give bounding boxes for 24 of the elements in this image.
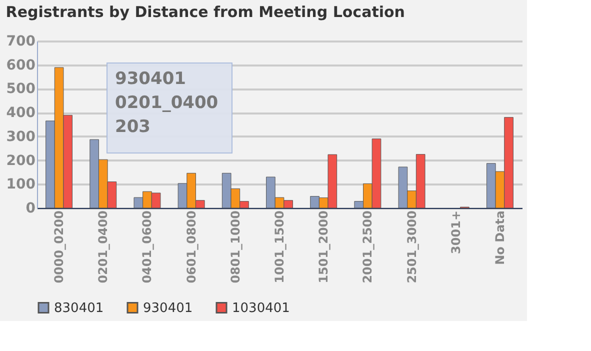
chart-title: Registrants by Distance from Meeting Location (6, 3, 405, 21)
y-tick-label: 300 (6, 128, 36, 145)
y-tick-label: 0 (26, 200, 36, 216)
x-tick-label: No Data (492, 210, 507, 265)
legend-label: 1030401 (232, 300, 290, 316)
y-tick-label: 200 (6, 152, 36, 169)
x-tick-label: 0601_0800 (184, 210, 198, 284)
x-tick-label: 0201_0400 (96, 210, 110, 284)
y-tick-label: 700 (6, 34, 36, 50)
y-tick-label: 500 (6, 81, 36, 98)
x-tick-label: 2501_3000 (404, 210, 419, 284)
x-tick-label: 1501_2000 (316, 210, 331, 284)
x-tick-label: 2001_2500 (360, 210, 375, 284)
legend-label: 830401 (54, 300, 104, 316)
y-tick-label: 100 (6, 176, 36, 193)
y-tick-label: 600 (6, 57, 36, 74)
x-tick-label: 0000_0200 (52, 210, 66, 284)
x-tick-label: 1001_1500 (272, 210, 286, 284)
y-tick-label: 400 (6, 105, 36, 122)
annotation: 930401 0201_0400 203 (115, 69, 218, 137)
x-tick-label: 0401_0600 (140, 210, 154, 284)
x-tick-label: 0801_1000 (228, 210, 242, 284)
legend-label: 930401 (143, 300, 193, 316)
x-tick-label: 3001+ (448, 210, 463, 254)
